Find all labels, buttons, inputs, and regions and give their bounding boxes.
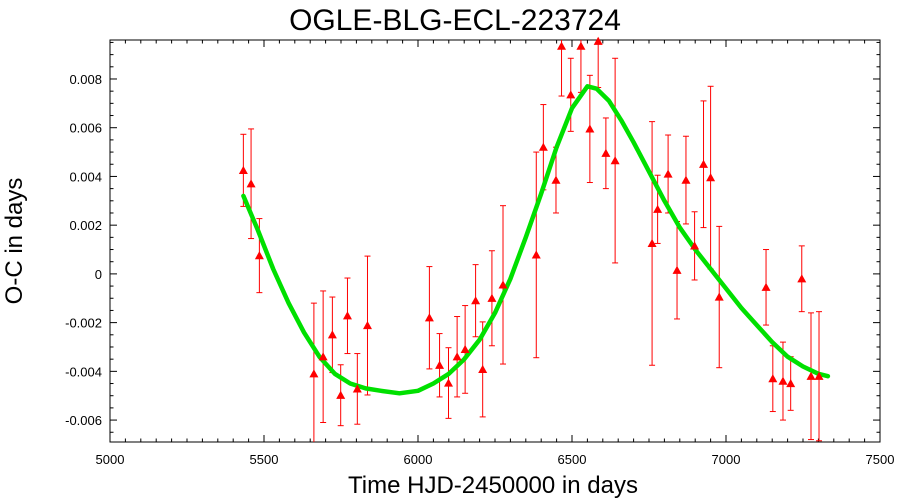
data-point <box>309 369 319 378</box>
y-tick-label: -0.006 <box>65 413 102 428</box>
x-tick-label: 7000 <box>712 452 741 467</box>
data-point <box>538 142 548 151</box>
data-point <box>352 384 362 393</box>
data-points <box>238 36 824 399</box>
fit-curve <box>241 84 831 396</box>
data-point <box>435 360 445 369</box>
error-bars <box>240 40 823 442</box>
y-tick-label: 0.002 <box>69 218 102 233</box>
x-tick-label: 7500 <box>866 452 895 467</box>
data-point <box>254 251 264 260</box>
data-point <box>487 293 497 302</box>
y-axis-label: O-C in days <box>1 178 28 305</box>
data-point <box>478 364 488 373</box>
data-point <box>551 175 561 184</box>
data-point <box>714 292 724 301</box>
data-point <box>672 265 682 274</box>
data-point <box>761 282 771 291</box>
data-point <box>593 36 603 45</box>
data-point <box>327 330 337 339</box>
data-point <box>768 374 778 383</box>
fit-curve-group <box>241 84 831 396</box>
data-point <box>786 379 796 388</box>
data-point <box>699 159 709 168</box>
plot-frame <box>109 39 881 443</box>
data-point <box>706 173 716 182</box>
x-tick-label: 6500 <box>558 452 587 467</box>
data-point <box>424 313 434 322</box>
x-tick-label: 6000 <box>404 452 433 467</box>
data-point <box>557 41 567 50</box>
data-point <box>566 90 576 99</box>
data-point <box>653 204 663 213</box>
data-point <box>778 376 788 385</box>
data-point <box>342 311 352 320</box>
axes: 5000 5500 6000 6500 7000 7500 -0.006 -0.004 -0.0… <box>65 39 895 467</box>
data-point <box>452 352 462 361</box>
data-point <box>663 169 673 178</box>
data-point <box>601 148 611 157</box>
data-point <box>814 371 824 380</box>
x-axis-label: Time HJD-2450000 in days <box>348 472 638 499</box>
data-point <box>806 371 816 380</box>
y-tick-label: -0.002 <box>65 316 102 331</box>
data-point <box>647 238 657 248</box>
y-tick-label: -0.004 <box>65 364 102 379</box>
data-point <box>797 274 807 283</box>
data-point <box>690 241 700 250</box>
data-point <box>362 321 372 330</box>
y-tick-label: 0 <box>95 267 102 282</box>
x-tick-label: 5500 <box>250 452 279 467</box>
data-point <box>246 179 256 188</box>
data-point <box>585 124 595 133</box>
chart-title: OGLE-BLG-ECL-223724 <box>289 4 621 37</box>
data-point <box>576 41 586 50</box>
data-point <box>336 390 346 399</box>
x-tick-label: 5000 <box>96 452 125 467</box>
y-tick-label: 0.008 <box>69 72 102 87</box>
data-point <box>471 296 481 305</box>
y-tick-label: 0.006 <box>69 121 102 136</box>
data-point <box>460 344 470 354</box>
data-point <box>498 280 508 289</box>
data-point <box>443 378 453 387</box>
data-point <box>318 352 328 361</box>
y-tick-label: 0.004 <box>69 169 102 184</box>
data-point <box>681 175 691 184</box>
data-point <box>238 165 248 174</box>
data-point <box>531 250 541 259</box>
data-point <box>610 156 620 165</box>
